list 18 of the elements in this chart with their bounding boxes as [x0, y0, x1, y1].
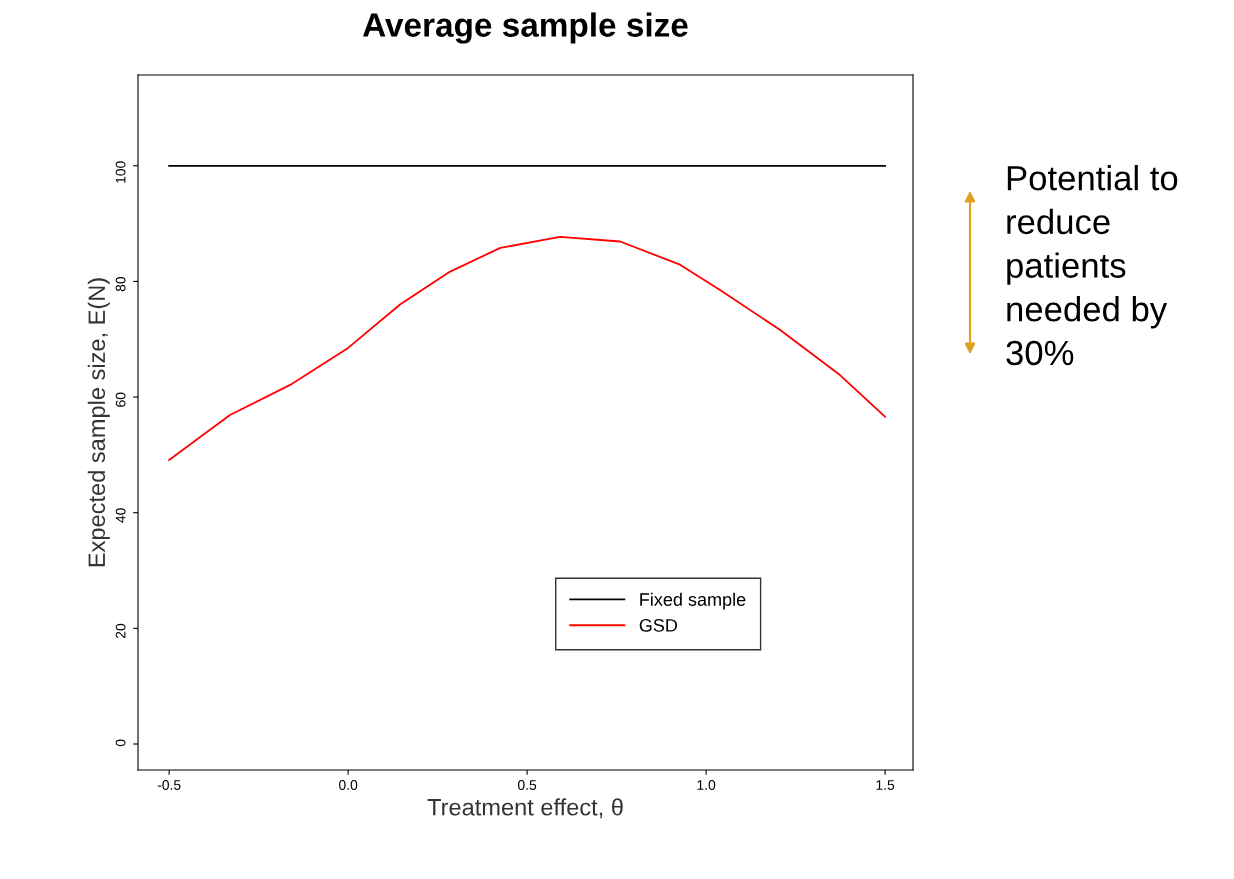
x-tick-label: 1.0: [697, 780, 716, 790]
x-axis-title: Treatment effect, θ: [427, 798, 623, 819]
y-tick-label: 20: [115, 623, 126, 639]
text: Potential to reduce patients needed by 30%: [1006, 165, 1178, 366]
legend-label: GSD: [639, 618, 678, 632]
legend-label: Fixed sample: [640, 592, 746, 610]
y-tick-label: 80: [115, 276, 126, 292]
y-tick-label: 100: [115, 161, 126, 183]
x-tick-label: 0.0: [339, 780, 358, 790]
y-tick-label: 0: [115, 739, 126, 747]
y-axis-title: Expected sample size, E(N): [87, 278, 110, 567]
line-series: [168, 235, 886, 461]
y-tick-label: 60: [115, 392, 126, 407]
chart-title: Average sample size: [362, 12, 688, 44]
y-tick-label: 40: [115, 508, 126, 523]
x-tick-label: 0.5: [518, 780, 537, 790]
x-tick-label: 1.5: [876, 780, 895, 790]
x-tick-label: -0.5: [157, 780, 181, 790]
